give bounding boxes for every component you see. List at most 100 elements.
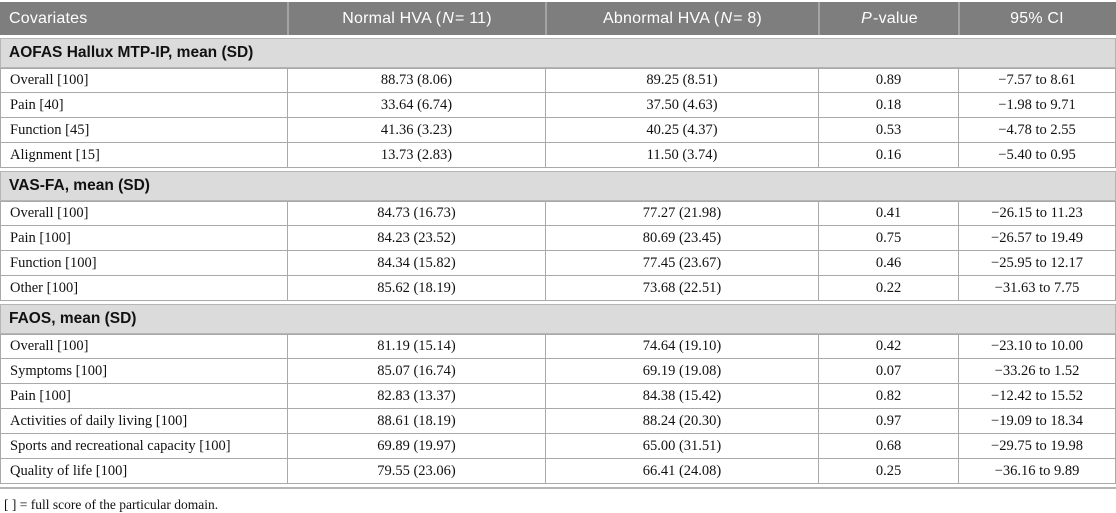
table-bottom-rule: [0, 487, 1116, 489]
col-header-abnormal-hva: Abnormal HVA (N = 8): [545, 2, 818, 35]
cell-p-value: 0.07: [818, 359, 958, 383]
table-row: Pain [100] 82.83 (13.37) 84.38 (15.42) 0.82…: [0, 384, 1116, 409]
cell-95-ci: −33.26 to 1.52: [958, 359, 1116, 383]
cell-abnormal-hva: 89.25 (8.51): [545, 69, 818, 92]
cell-95-ci: −5.40 to 0.95: [958, 143, 1116, 167]
cell-covariate: Pain [100]: [0, 226, 287, 250]
col-header-covariates: Covariates: [0, 2, 287, 35]
cell-p-value: 0.75: [818, 226, 958, 250]
table-row: Function [45] 41.36 (3.23) 40.25 (4.37) 0.5…: [0, 118, 1116, 143]
cell-covariate: Alignment [15]: [0, 143, 287, 167]
cell-normal-hva: 82.83 (13.37): [287, 384, 545, 408]
col-header-95-ci: 95% CI: [958, 2, 1116, 35]
col-header-normal-hva: Normal HVA (N = 11): [287, 2, 545, 35]
cell-normal-hva: 88.61 (18.19): [287, 409, 545, 433]
table-row: Overall [100] 81.19 (15.14) 74.64 (19.10) 0…: [0, 334, 1116, 359]
cell-covariate: Overall [100]: [0, 335, 287, 358]
section-header: AOFAS Hallux MTP-IP, mean (SD): [0, 38, 1116, 68]
col-header-italic: N: [442, 9, 455, 27]
col-header-label: 95% CI: [1010, 9, 1064, 27]
table-row: Pain [100] 84.23 (23.52) 80.69 (23.45) 0.75…: [0, 226, 1116, 251]
cell-p-value: 0.25: [818, 459, 958, 483]
cell-covariate: Other [100]: [0, 276, 287, 300]
table-body: AOFAS Hallux MTP-IP, mean (SD) Overall [1…: [0, 38, 1116, 484]
col-header-label: Covariates: [9, 9, 88, 27]
cell-p-value: 0.97: [818, 409, 958, 433]
col-header-label: Abnormal HVA (: [603, 9, 720, 27]
table-row: Other [100] 85.62 (18.19) 73.68 (22.51) 0.2…: [0, 276, 1116, 301]
cell-covariate: Activities of daily living [100]: [0, 409, 287, 433]
cell-p-value: 0.18: [818, 93, 958, 117]
cell-abnormal-hva: 66.41 (24.08): [545, 459, 818, 483]
cell-abnormal-hva: 80.69 (23.45): [545, 226, 818, 250]
cell-p-value: 0.53: [818, 118, 958, 142]
cell-95-ci: −4.78 to 2.55: [958, 118, 1116, 142]
cell-normal-hva: 69.89 (19.97): [287, 434, 545, 458]
cell-abnormal-hva: 77.45 (23.67): [545, 251, 818, 275]
cell-95-ci: −26.15 to 11.23: [958, 202, 1116, 225]
cell-95-ci: −26.57 to 19.49: [958, 226, 1116, 250]
section-title: FAOS, mean (SD): [9, 310, 137, 327]
cell-covariate: Pain [100]: [0, 384, 287, 408]
cell-normal-hva: 79.55 (23.06): [287, 459, 545, 483]
cell-normal-hva: 84.23 (23.52): [287, 226, 545, 250]
section-title: AOFAS Hallux MTP-IP, mean (SD): [9, 44, 254, 61]
cell-abnormal-hva: 77.27 (21.98): [545, 202, 818, 225]
table-row: Sports and recreational capacity [100] 69…: [0, 434, 1116, 459]
col-header-label-post: = 11): [455, 9, 492, 27]
cell-95-ci: −36.16 to 9.89: [958, 459, 1116, 483]
cell-covariate: Function [100]: [0, 251, 287, 275]
col-header-p-value: P -value: [818, 2, 958, 35]
outcomes-table: Covariates Normal HVA (N = 11) Abnormal …: [0, 2, 1116, 489]
table-row: Alignment [15] 13.73 (2.83) 11.50 (3.74) 0.…: [0, 143, 1116, 168]
cell-95-ci: −1.98 to 9.71: [958, 93, 1116, 117]
cell-covariate: Pain [40]: [0, 93, 287, 117]
cell-normal-hva: 84.73 (16.73): [287, 202, 545, 225]
cell-95-ci: −29.75 to 19.98: [958, 434, 1116, 458]
cell-abnormal-hva: 73.68 (22.51): [545, 276, 818, 300]
cell-95-ci: −31.63 to 7.75: [958, 276, 1116, 300]
col-header-italic: N: [720, 9, 733, 27]
cell-covariate: Overall [100]: [0, 202, 287, 225]
cell-abnormal-hva: 69.19 (19.08): [545, 359, 818, 383]
table-row: Pain [40] 33.64 (6.74) 37.50 (4.63) 0.18 −1.…: [0, 93, 1116, 118]
section-title: VAS-FA, mean (SD): [9, 177, 150, 194]
col-header-label-post: -value: [873, 9, 918, 27]
cell-covariate: Function [45]: [0, 118, 287, 142]
col-header-label-post: = 8): [733, 9, 762, 27]
cell-normal-hva: 85.62 (18.19): [287, 276, 545, 300]
table-row: Activities of daily living [100] 88.61 (1…: [0, 409, 1116, 434]
cell-p-value: 0.68: [818, 434, 958, 458]
cell-normal-hva: 85.07 (16.74): [287, 359, 545, 383]
table-row: Overall [100] 84.73 (16.73) 77.27 (21.98) 0…: [0, 201, 1116, 226]
table-header-row: Covariates Normal HVA (N = 11) Abnormal …: [0, 2, 1116, 35]
table-row: Quality of life [100] 79.55 (23.06) 66.41 …: [0, 459, 1116, 484]
cell-abnormal-hva: 11.50 (3.74): [545, 143, 818, 167]
cell-p-value: 0.16: [818, 143, 958, 167]
col-header-italic: P: [861, 9, 873, 27]
cell-normal-hva: 88.73 (8.06): [287, 69, 545, 92]
footnote: [ ] = full score of the particular domai…: [4, 497, 219, 512]
cell-p-value: 0.41: [818, 202, 958, 225]
cell-abnormal-hva: 88.24 (20.30): [545, 409, 818, 433]
cell-normal-hva: 33.64 (6.74): [287, 93, 545, 117]
cell-p-value: 0.82: [818, 384, 958, 408]
table-row: Overall [100] 88.73 (8.06) 89.25 (8.51) 0.8…: [0, 68, 1116, 93]
cell-p-value: 0.22: [818, 276, 958, 300]
cell-normal-hva: 81.19 (15.14): [287, 335, 545, 358]
cell-p-value: 0.89: [818, 69, 958, 92]
section-header: FAOS, mean (SD): [0, 304, 1116, 334]
cell-abnormal-hva: 65.00 (31.51): [545, 434, 818, 458]
cell-p-value: 0.42: [818, 335, 958, 358]
cell-covariate: Quality of life [100]: [0, 459, 287, 483]
cell-normal-hva: 41.36 (3.23): [287, 118, 545, 142]
table-row: Function [100] 84.34 (15.82) 77.45 (23.67)…: [0, 251, 1116, 276]
cell-abnormal-hva: 40.25 (4.37): [545, 118, 818, 142]
cell-95-ci: −12.42 to 15.52: [958, 384, 1116, 408]
table-row: Symptoms [100] 85.07 (16.74) 69.19 (19.08)…: [0, 359, 1116, 384]
cell-covariate: Symptoms [100]: [0, 359, 287, 383]
cell-covariate: Overall [100]: [0, 69, 287, 92]
cell-abnormal-hva: 84.38 (15.42): [545, 384, 818, 408]
cell-95-ci: −19.09 to 18.34: [958, 409, 1116, 433]
cell-95-ci: −7.57 to 8.61: [958, 69, 1116, 92]
